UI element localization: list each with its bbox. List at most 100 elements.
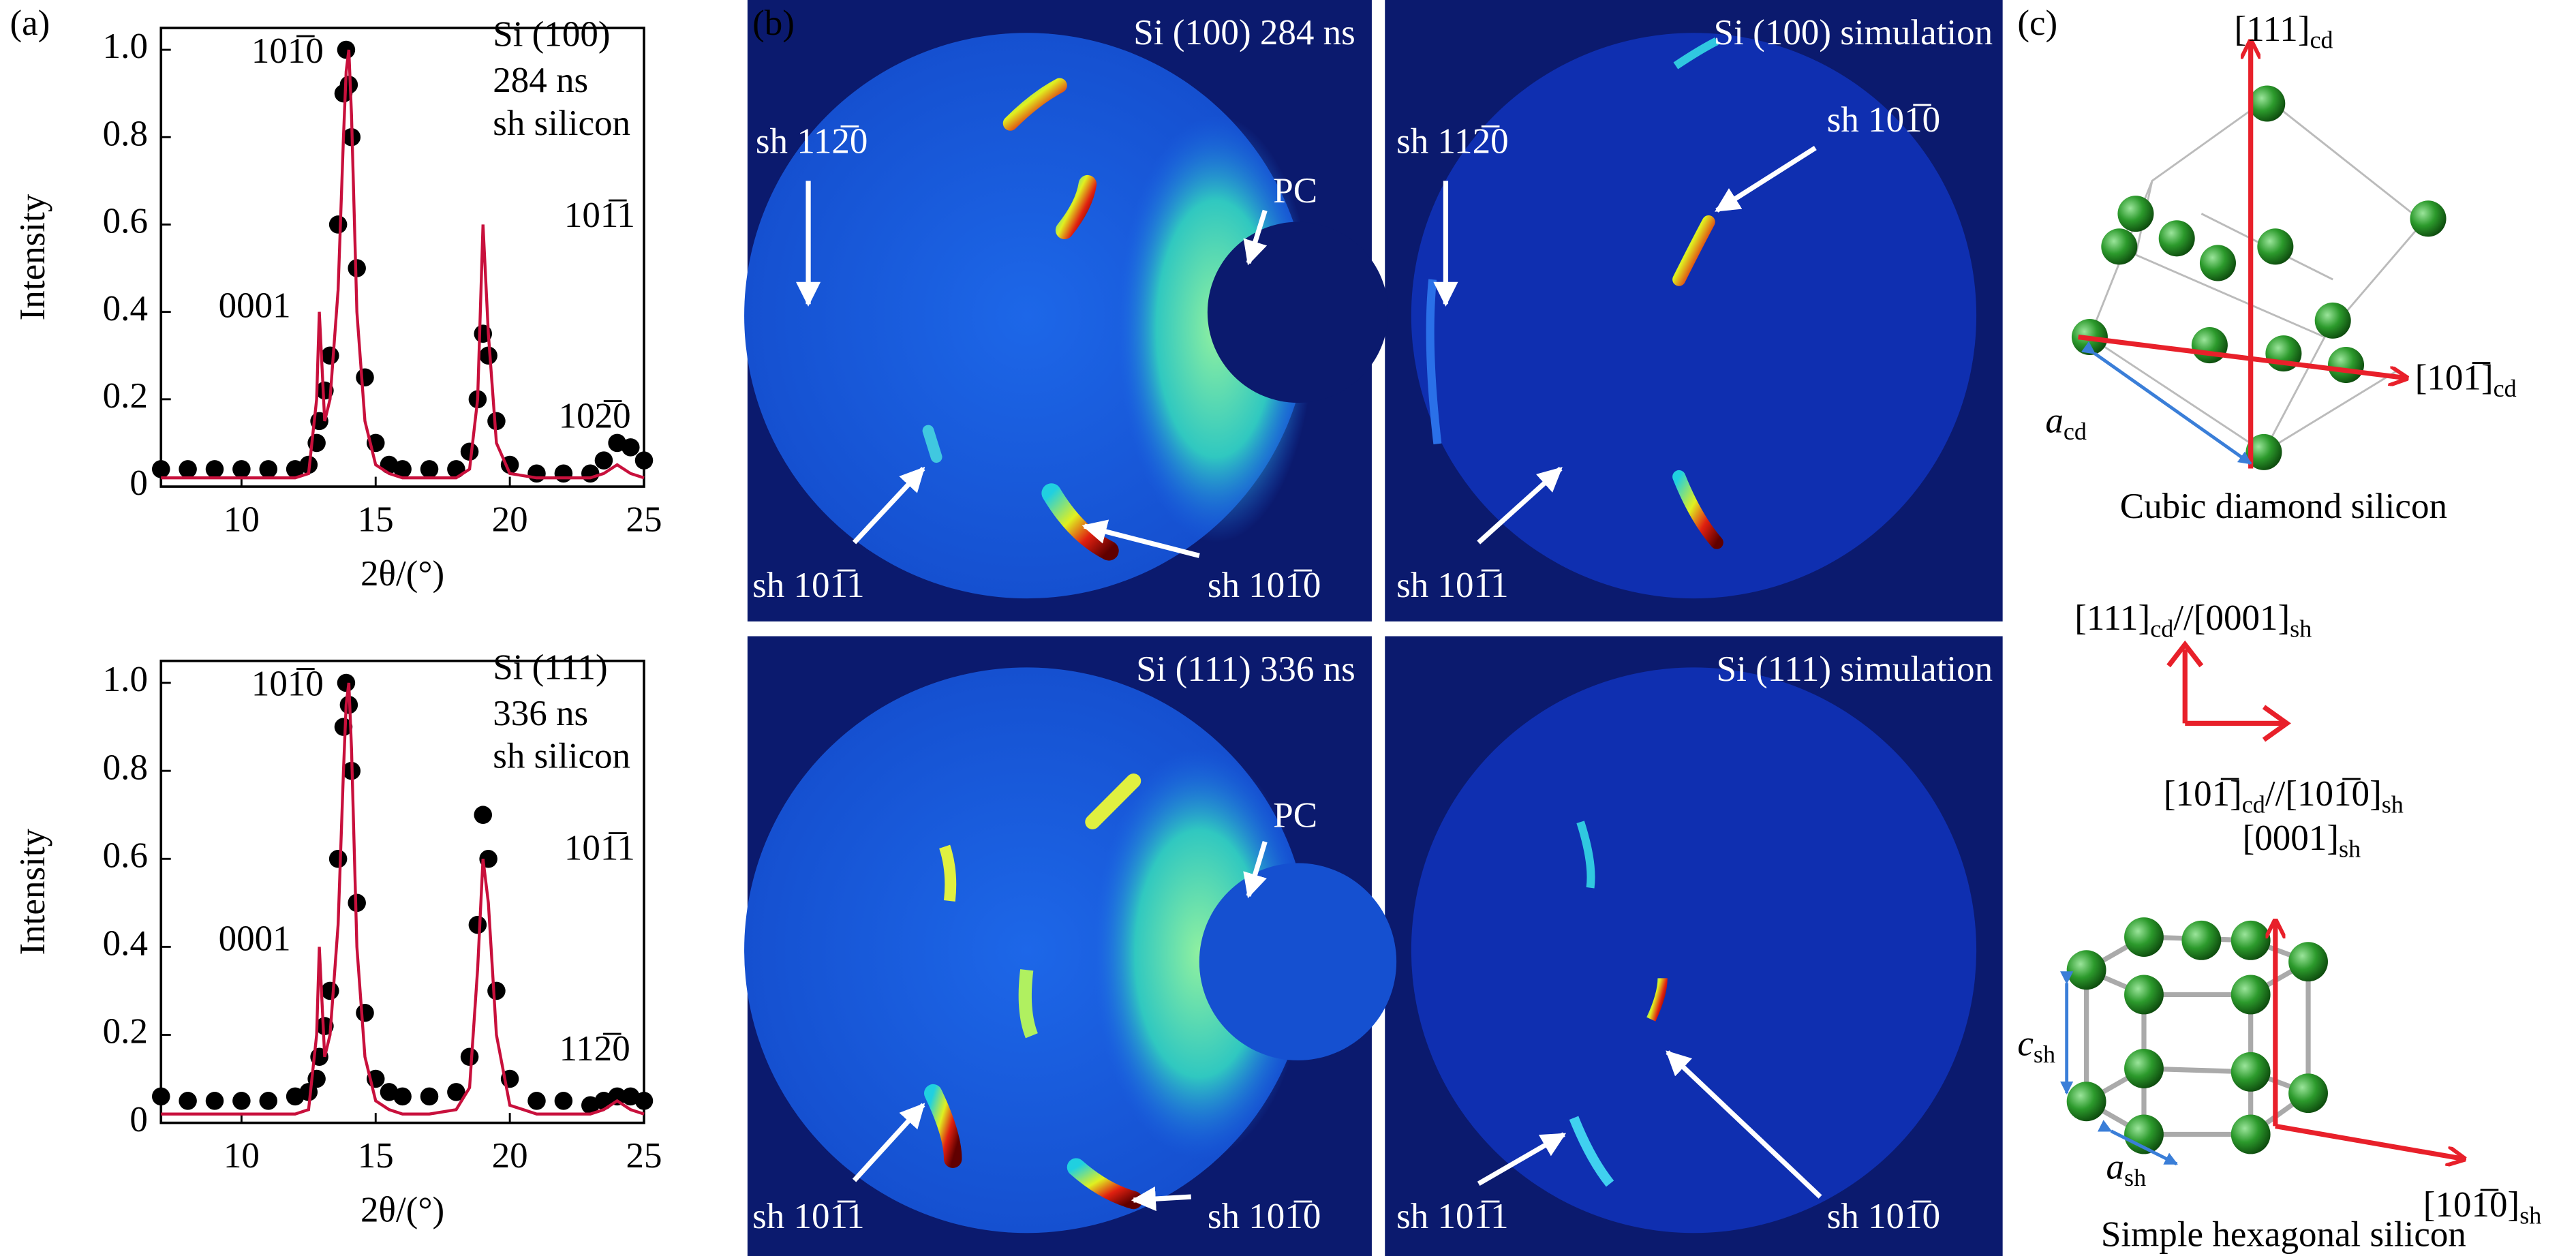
plot-frame bbox=[159, 27, 645, 488]
panel-label: (a) bbox=[10, 3, 50, 43]
annotation: 101̅1 bbox=[564, 829, 635, 868]
arrow bbox=[1243, 209, 1268, 266]
y-axis-label: Intensity bbox=[13, 194, 52, 320]
arrow bbox=[1477, 466, 1563, 545]
x-tick-label: 15 bbox=[358, 500, 394, 539]
data-point bbox=[179, 460, 197, 478]
spot bbox=[922, 425, 942, 463]
peak-label: PC bbox=[1273, 795, 1317, 835]
image-title: Si (111) simulation bbox=[1717, 649, 1993, 689]
label-part: a bbox=[2106, 1148, 2125, 1187]
atom bbox=[2158, 220, 2195, 257]
x-tick-label: 25 bbox=[626, 500, 662, 539]
pc-ring bbox=[1092, 748, 1306, 1159]
data-point bbox=[420, 1087, 439, 1106]
spot bbox=[924, 1084, 962, 1168]
data-point bbox=[634, 1092, 654, 1110]
annotation: 0001 bbox=[219, 286, 291, 326]
diffraction-images bbox=[744, 0, 2003, 1256]
detector bbox=[1411, 667, 1977, 1234]
y-tick-label: 0.2 bbox=[103, 1012, 148, 1052]
structure-label: acd bbox=[2045, 401, 2087, 446]
atom bbox=[2245, 433, 2282, 470]
annotation: 336 ns bbox=[493, 694, 588, 733]
atom bbox=[2117, 196, 2154, 232]
structure-label: [101̅0]sh bbox=[2423, 1185, 2542, 1229]
image-title: Si (100) simulation bbox=[1714, 13, 1993, 52]
atom bbox=[2181, 920, 2222, 960]
atom bbox=[2124, 975, 2164, 1015]
cell-edges bbox=[2089, 97, 2425, 454]
lattice-arrow bbox=[2097, 1120, 2178, 1166]
data-point bbox=[205, 460, 224, 478]
annotation: sh silicon bbox=[493, 737, 630, 776]
atom bbox=[2124, 917, 2164, 957]
peak-label: sh 112̅0 bbox=[1396, 121, 1509, 161]
y-tick-label: 0 bbox=[129, 463, 148, 503]
spot bbox=[1426, 279, 1442, 445]
arrow bbox=[1477, 1132, 1567, 1186]
atom bbox=[2066, 1082, 2106, 1122]
atom bbox=[2101, 228, 2138, 265]
label-part: [111] bbox=[2235, 10, 2310, 49]
x-tick-label: 10 bbox=[224, 500, 260, 539]
peak-label: sh 101̅0 bbox=[1208, 566, 1321, 605]
atom bbox=[2288, 1073, 2328, 1114]
peak-label: sh 101̅1 bbox=[1396, 566, 1509, 605]
data-point bbox=[151, 1087, 170, 1106]
atom bbox=[2230, 920, 2271, 960]
y-tick-label: 1.0 bbox=[103, 660, 148, 699]
y-tick-label: 0 bbox=[129, 1100, 148, 1139]
arrow bbox=[852, 466, 925, 545]
cubic-atoms bbox=[2071, 85, 2447, 470]
relation-arrows bbox=[2182, 649, 2284, 726]
spot bbox=[1067, 1158, 1143, 1210]
data-point bbox=[447, 1083, 465, 1101]
data-point bbox=[337, 40, 356, 59]
label-part: sh bbox=[2382, 791, 2404, 818]
atom bbox=[2230, 1052, 2271, 1092]
y-axis-label: Intensity bbox=[13, 828, 52, 955]
data-point bbox=[179, 1092, 197, 1110]
arrow bbox=[1666, 1050, 1822, 1199]
atom bbox=[2288, 942, 2328, 982]
x-axis-label: 2θ/(°) bbox=[361, 1190, 444, 1229]
data-point bbox=[232, 460, 251, 478]
data-point bbox=[554, 464, 573, 483]
data-point bbox=[328, 849, 348, 868]
annotation: 101̅0 bbox=[251, 664, 324, 704]
data-point bbox=[356, 1003, 374, 1022]
data-point bbox=[259, 460, 278, 478]
y-tick-label: 0.4 bbox=[103, 289, 148, 328]
label-part: [0001] bbox=[2243, 818, 2339, 858]
beam-stop bbox=[1207, 221, 1389, 403]
data-point bbox=[487, 981, 506, 1000]
data-point bbox=[321, 346, 339, 365]
label-part: sh bbox=[2339, 836, 2361, 863]
structure-label: ash bbox=[2106, 1148, 2147, 1192]
arrow bbox=[1715, 146, 1817, 213]
data-point bbox=[299, 1083, 318, 1101]
data-point bbox=[337, 673, 356, 692]
y-tick-label: 0.6 bbox=[103, 202, 148, 241]
atom bbox=[2066, 950, 2106, 990]
structure-label: Simple hexagonal silicon bbox=[2101, 1215, 2466, 1255]
lattice-arrow bbox=[2081, 341, 2252, 465]
label-part: Cubic diamond silicon bbox=[2120, 487, 2447, 526]
label-part: sh bbox=[2519, 1202, 2541, 1229]
peak-label: sh 101̅1 bbox=[1396, 1197, 1509, 1236]
structure-label: [111]cd bbox=[2235, 10, 2333, 54]
data-point bbox=[527, 464, 546, 483]
label-part: sh bbox=[2290, 615, 2312, 643]
atom bbox=[2257, 228, 2294, 265]
image-title: Si (111) 336 ns bbox=[1136, 649, 1355, 689]
atom bbox=[2314, 302, 2351, 339]
peak-label: sh 112̅0 bbox=[756, 121, 868, 161]
spot bbox=[1018, 969, 1038, 1039]
y-tick-label: 0.6 bbox=[103, 836, 148, 875]
spot bbox=[939, 844, 957, 902]
data-point bbox=[393, 460, 412, 478]
simulation-line bbox=[161, 682, 645, 1116]
y-tick-label: 0.4 bbox=[103, 924, 148, 964]
detector bbox=[1411, 33, 1977, 599]
